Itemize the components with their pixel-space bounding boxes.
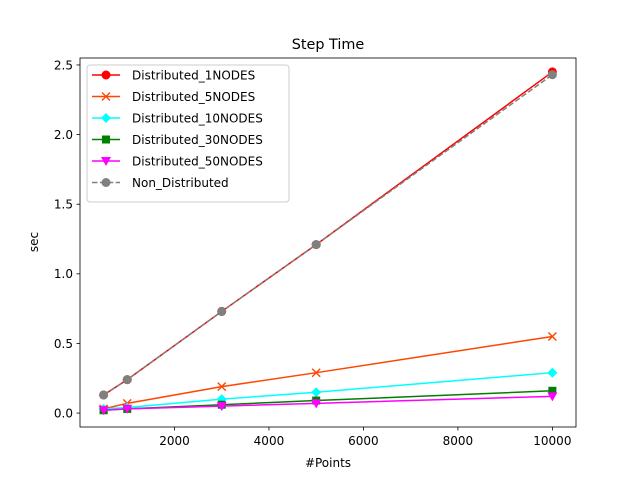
legend-label: Distributed_10NODES — [132, 111, 263, 125]
data-point-non-distributed — [217, 306, 227, 316]
legend-marker — [101, 113, 111, 123]
data-point-distributed-50nodes — [122, 404, 133, 414]
legend-entry-distributed-5nodes: Distributed_5NODES — [92, 90, 255, 104]
x-tick-label: 2000 — [159, 434, 190, 448]
data-point-non-distributed — [547, 70, 557, 80]
y-tick-label: 2.0 — [54, 128, 73, 142]
series-distributed-50nodes — [98, 392, 558, 416]
plot-area — [79, 57, 577, 428]
series-group — [98, 67, 558, 416]
chart-title: Step Time — [292, 37, 365, 53]
data-point-non-distributed — [122, 375, 132, 385]
legend-label: Distributed_50NODES — [132, 154, 263, 168]
data-point-distributed-5nodes — [217, 382, 227, 392]
data-point-distributed-50nodes — [216, 402, 227, 412]
data-point-distributed-50nodes — [98, 406, 109, 416]
legend-marker — [101, 178, 111, 187]
legend-label: Distributed_30NODES — [132, 133, 263, 147]
legend-label: Non_Distributed — [132, 176, 229, 190]
x-axis-ticks: 2000 4000 6000 8000 10000 — [159, 427, 571, 448]
series-non-distributed — [99, 70, 557, 400]
x-axis-label: #Points — [305, 456, 351, 470]
y-tick-label: 2.5 — [54, 58, 73, 72]
legend-entry-non-distributed: Non_Distributed — [92, 176, 229, 190]
data-point-distributed-5nodes — [547, 331, 557, 341]
legend-box — [86, 64, 290, 203]
legend-marker — [101, 157, 111, 166]
x-tick-label: 10000 — [533, 434, 571, 448]
axes-frame — [79, 57, 577, 428]
data-point-distributed-50nodes — [311, 399, 322, 409]
legend-label: Distributed_5NODES — [132, 90, 255, 104]
legend-marker — [101, 92, 111, 101]
data-point-distributed-30nodes — [548, 386, 557, 395]
data-point-non-distributed — [311, 240, 321, 250]
y-axis-label: sec — [27, 232, 41, 252]
y-tick-label: 0.5 — [54, 337, 73, 351]
y-tick-label: 0.0 — [54, 406, 73, 420]
legend-entry-distributed-1nodes: Distributed_1NODES — [92, 68, 255, 82]
data-point-distributed-10nodes — [311, 387, 322, 398]
x-tick-label: 4000 — [254, 434, 285, 448]
x-tick-label: 6000 — [348, 434, 379, 448]
legend-marker — [101, 70, 111, 80]
legend-marker — [102, 135, 110, 144]
x-tick-label: 8000 — [443, 434, 474, 448]
legend-entry-distributed-50nodes: Distributed_50NODES — [92, 154, 263, 168]
y-tick-label: 1.5 — [54, 198, 73, 212]
y-tick-label: 1.0 — [54, 267, 73, 281]
legend-entry-distributed-30nodes: Distributed_30NODES — [92, 133, 263, 147]
data-point-non-distributed — [99, 390, 109, 400]
y-axis-ticks: 0.0 0.5 1.0 1.5 2.0 2.5 — [54, 58, 80, 420]
data-point-distributed-50nodes — [547, 392, 558, 402]
legend-entry-distributed-10nodes: Distributed_10NODES — [92, 111, 263, 125]
data-point-distributed-5nodes — [311, 368, 321, 378]
legend: Distributed_1NODES Distributed_5NODES Dist… — [86, 64, 290, 203]
data-point-distributed-10nodes — [547, 367, 558, 378]
legend-label: Distributed_1NODES — [132, 68, 255, 82]
